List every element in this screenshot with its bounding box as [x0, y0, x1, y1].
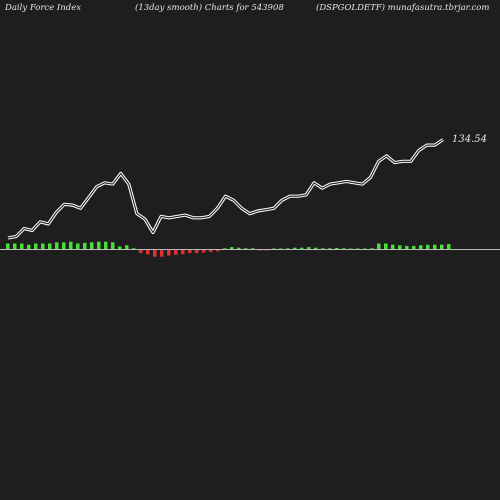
- force-bar: [41, 243, 45, 250]
- force-bar: [104, 241, 108, 250]
- force-bar: [405, 245, 409, 250]
- header-indicator-name: Daily Force Index: [5, 3, 82, 13]
- price-line-group: [7, 138, 444, 240]
- force-bar: [62, 242, 66, 250]
- force-bar: [48, 243, 52, 250]
- force-bar: [132, 248, 136, 250]
- force-bar: [125, 245, 129, 250]
- force-bar: [146, 249, 150, 255]
- force-bar: [195, 249, 199, 254]
- force-bar: [251, 248, 255, 250]
- force-bar: [27, 244, 31, 250]
- force-bar: [293, 247, 297, 250]
- force-bar: [328, 248, 332, 250]
- force-bar: [244, 248, 248, 250]
- header-source: (DSPGOLDETF) munafasutra.tbrjar.com: [316, 3, 490, 13]
- force-bar: [223, 248, 227, 250]
- force-bar: [377, 243, 381, 250]
- force-bar: [111, 242, 115, 250]
- force-bar: [13, 243, 17, 250]
- force-bar: [139, 249, 143, 254]
- force-bar: [153, 249, 157, 257]
- force-bar: [188, 249, 192, 254]
- force-bar: [335, 248, 339, 250]
- force-bar: [412, 245, 416, 250]
- force-bar: [300, 247, 304, 250]
- force-bar: [398, 245, 402, 250]
- force-bar: [55, 242, 59, 250]
- force-bar: [314, 247, 318, 250]
- price-line-inner: [7, 139, 444, 239]
- force-bar: [83, 242, 87, 250]
- force-bar: [181, 249, 185, 255]
- force-bar: [76, 243, 80, 250]
- force-bar: [426, 244, 430, 250]
- force-bar: [419, 245, 423, 250]
- force-bar: [6, 243, 10, 250]
- force-bar: [209, 249, 213, 252]
- force-bar: [20, 243, 24, 250]
- force-bar: [160, 249, 164, 257]
- force-bar: [167, 249, 171, 256]
- force-bar: [286, 248, 290, 250]
- price-line: [7, 138, 444, 240]
- header-chart-title: (13day smooth) Charts for 543908: [135, 3, 284, 13]
- force-bar: [370, 248, 374, 250]
- force-bar: [216, 249, 220, 252]
- force-bar: [321, 248, 325, 250]
- force-bar: [118, 246, 122, 250]
- force-bar: [230, 247, 234, 250]
- force-bar: [202, 249, 206, 253]
- last-value-label: 134.54: [452, 134, 487, 145]
- force-bar: [391, 244, 395, 250]
- force-bar: [174, 249, 178, 255]
- force-bar: [237, 247, 241, 250]
- force-bar: [90, 242, 94, 250]
- force-bar: [97, 241, 101, 250]
- force-bar: [69, 241, 73, 250]
- force-bar: [34, 243, 38, 250]
- force-bar: [307, 247, 311, 250]
- force-bar: [440, 244, 444, 250]
- force-bar: [342, 248, 346, 250]
- force-bar: [433, 244, 437, 250]
- force-bar: [384, 243, 388, 250]
- force-bar: [447, 244, 451, 250]
